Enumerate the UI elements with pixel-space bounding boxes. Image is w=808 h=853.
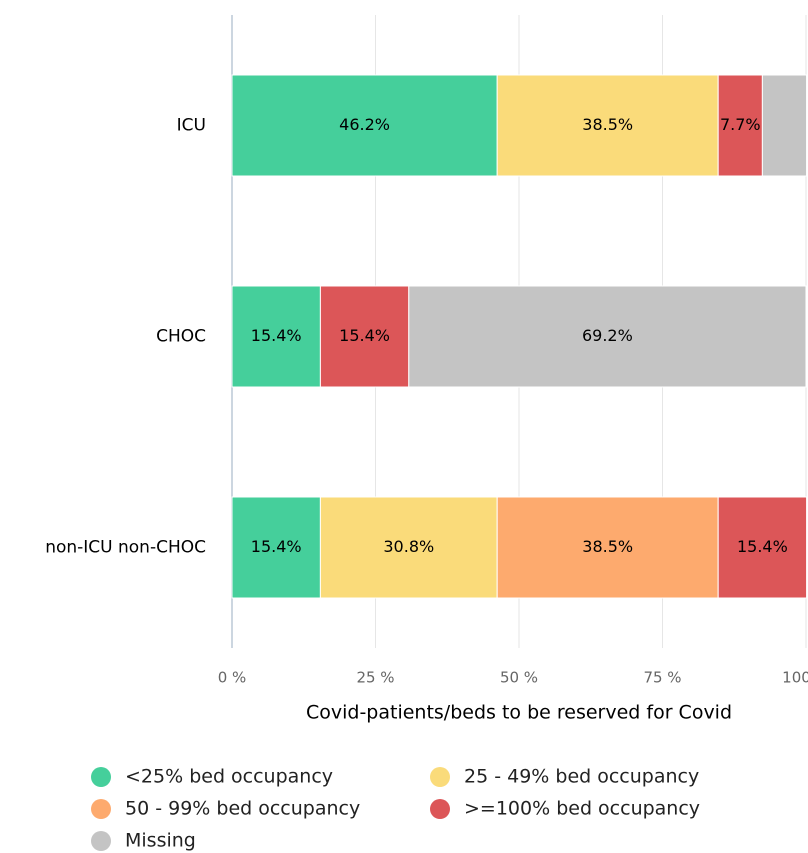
legend-marker bbox=[430, 799, 450, 819]
data-label: 15.4% bbox=[251, 537, 302, 556]
bar-segment bbox=[496, 496, 719, 599]
data-label: 15.4% bbox=[251, 326, 302, 345]
data-label: 15.4% bbox=[339, 326, 390, 345]
legend-label: >=100% bed occupancy bbox=[464, 798, 700, 820]
bar-segment bbox=[231, 74, 498, 177]
legend-marker bbox=[91, 799, 111, 819]
x-tick-label: 100 % bbox=[782, 669, 808, 687]
bar-segment bbox=[496, 74, 719, 177]
x-axis-title: Covid-patients/beds to be reserved for C… bbox=[306, 702, 732, 724]
bar-segment bbox=[761, 74, 808, 177]
y-tick-label: non-ICU non-CHOC bbox=[45, 538, 206, 558]
y-tick-label: CHOC bbox=[156, 327, 206, 347]
legend-marker bbox=[91, 831, 111, 851]
data-label: 69.2% bbox=[582, 326, 633, 345]
data-label: 38.5% bbox=[582, 537, 633, 556]
legend-label: 25 - 49% bed occupancy bbox=[464, 766, 699, 788]
bar-segment bbox=[408, 285, 807, 388]
bar-segment bbox=[231, 496, 321, 599]
legend-label: <25% bed occupancy bbox=[125, 766, 333, 788]
x-tick-label: 25 % bbox=[356, 669, 394, 687]
legend-label: 50 - 99% bed occupancy bbox=[125, 798, 360, 820]
legend-marker bbox=[91, 767, 111, 787]
data-label: 7.7% bbox=[720, 115, 761, 134]
x-tick-label: 50 % bbox=[500, 669, 538, 687]
data-label: 15.4% bbox=[737, 537, 788, 556]
legend-label: Missing bbox=[125, 830, 196, 852]
bar-segment bbox=[231, 285, 321, 388]
data-label: 30.8% bbox=[383, 537, 434, 556]
legend-marker bbox=[430, 767, 450, 787]
bar-segment bbox=[717, 496, 808, 599]
bar-segment bbox=[717, 74, 763, 177]
data-label: 46.2% bbox=[339, 115, 390, 134]
y-tick-label: ICU bbox=[177, 116, 206, 136]
x-tick-label: 0 % bbox=[218, 669, 247, 687]
data-label: 38.5% bbox=[582, 115, 633, 134]
bar-segment bbox=[319, 285, 410, 388]
x-tick-label: 75 % bbox=[643, 669, 681, 687]
